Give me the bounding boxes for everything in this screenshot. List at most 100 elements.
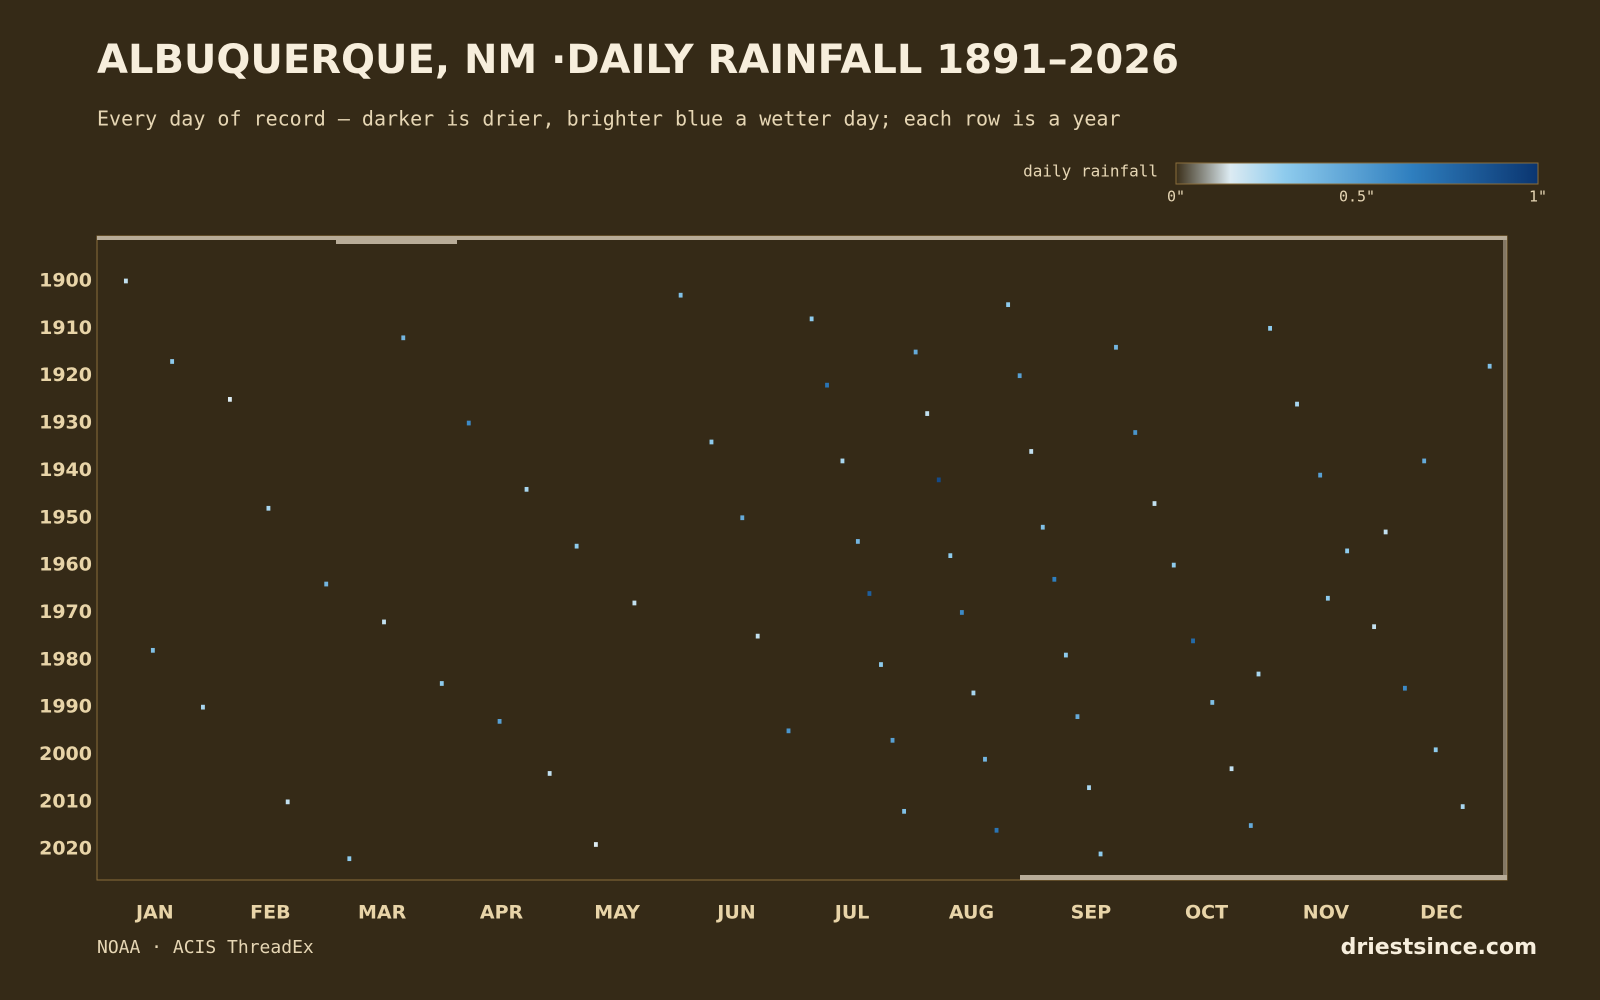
colorbar-tick-label: 0.5" [1339,188,1375,206]
x-tick-label: JUN [715,902,755,924]
cell [890,737,895,743]
cell [150,647,155,653]
cell [1422,458,1427,464]
cell [1295,401,1299,407]
no-data [1020,875,1507,880]
plot-area [96,235,1508,881]
subtitle: Every day of record — darker is drier, b… [97,107,1121,131]
cell [948,553,953,558]
cell [825,382,829,388]
cell [1433,747,1438,753]
cell [1063,652,1068,658]
no-data [97,236,1507,240]
cell [709,439,714,445]
x-tick-label: NOV [1303,902,1350,924]
cell [1345,548,1350,554]
source: NOAA · ACIS ThreadEx [97,937,314,958]
cell [1229,766,1234,772]
cell [1098,851,1103,857]
cell [574,543,579,549]
cell [840,458,845,464]
x-tick-label: DEC [1420,902,1463,924]
no-data [1503,236,1507,880]
cell [1152,501,1157,506]
cell [1171,562,1176,568]
y-tick-label: 1910 [39,317,92,339]
cell [593,842,598,847]
cell [755,633,760,639]
y-tick-label: 1970 [39,601,92,623]
cell [983,756,987,762]
cell [266,505,271,511]
chart-title: ALBUQUERQUE, NM ·DAILY RAINFALL 1891–202… [97,37,1179,83]
cell [201,704,205,710]
no-data [336,240,457,244]
cell [1325,595,1330,601]
y-tick-label: 1930 [39,412,92,434]
cell [1210,700,1215,705]
cell [347,856,352,862]
cell [1383,529,1388,535]
y-tick-label: 2010 [39,790,92,812]
x-tick-label: JAN [134,902,174,924]
cell [678,292,683,298]
cell [994,827,999,833]
cell [524,486,529,492]
cell [382,619,386,625]
cell [809,316,814,322]
cell [324,581,329,587]
colorbar [1175,162,1539,185]
cell [902,808,907,814]
cell [971,690,976,696]
cell [855,539,860,544]
cell [1248,823,1253,828]
colorbar-tick-label: 0" [1167,188,1185,206]
x-tick-label: AUG [949,902,994,924]
cell [227,397,232,402]
colorbar-label: daily rainfall [1023,162,1158,181]
cell [1268,325,1272,331]
cell [959,610,964,615]
y-tick-label: 2020 [39,838,92,860]
cell [1460,804,1465,809]
y-tick-label: 1920 [39,364,92,386]
colorbar-tick-label: 1" [1529,188,1547,206]
cell [1191,638,1195,644]
cell [913,349,918,355]
x-tick-label: MAR [358,902,407,924]
cell [1114,344,1118,350]
y-tick-label: 1980 [39,648,92,670]
y-tick-label: 1990 [39,696,92,718]
cell [1318,472,1323,478]
y-tick-label: 1960 [39,554,92,576]
cell [867,591,872,596]
cell [740,515,745,521]
cell [1402,685,1407,691]
y-tick-label: 2000 [39,743,92,765]
x-tick-label: FEB [250,902,290,924]
cell [1075,714,1080,719]
cell [439,681,444,686]
y-tick-label: 1940 [39,459,92,481]
cell [466,420,471,426]
cell [497,719,502,724]
x-tick-label: APR [480,902,524,924]
cell [401,335,406,341]
cell [123,278,128,284]
cell [1040,524,1045,530]
cell [170,359,175,364]
cell [1029,449,1034,454]
cell [879,662,883,667]
y-tick-label: 1950 [39,506,92,528]
cell [632,600,637,606]
cell [1133,430,1138,435]
cell [925,411,930,416]
cell [1372,624,1377,630]
cell [1087,785,1091,791]
cell [936,477,941,483]
cell [285,799,290,805]
cell [1006,302,1011,308]
y-tick-label: 1900 [39,269,92,291]
cell [1052,576,1057,582]
